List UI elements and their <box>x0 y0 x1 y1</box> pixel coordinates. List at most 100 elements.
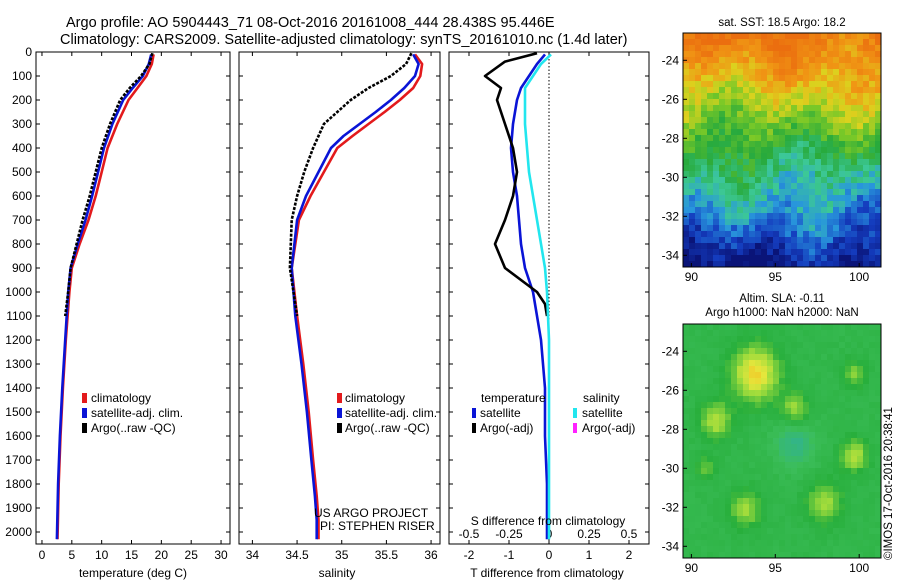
heatmap-cell <box>827 486 834 493</box>
heatmap-cell <box>707 63 714 70</box>
heatmap-cell <box>779 498 786 505</box>
heatmap-cell <box>833 111 840 118</box>
heatmap-cell <box>719 342 726 349</box>
heatmap-cell <box>773 93 780 100</box>
heatmap-cell <box>785 504 792 511</box>
heatmap-cell <box>839 390 846 397</box>
heatmap-cell <box>707 135 714 142</box>
heatmap-cell <box>851 219 858 226</box>
heatmap-cell <box>869 237 876 244</box>
heatmap-cell <box>857 396 864 403</box>
heatmap-cell <box>851 420 858 427</box>
heatmap-cell <box>809 456 816 463</box>
heatmap-cell <box>749 201 756 208</box>
heatmap-cell <box>755 87 762 94</box>
heatmap-cell <box>701 324 708 331</box>
heatmap-cell <box>845 195 852 202</box>
heatmap-cell <box>803 504 810 511</box>
heatmap-cell <box>791 39 798 46</box>
heatmap-cell <box>833 87 840 94</box>
heatmap-cell <box>857 426 864 433</box>
heatmap-cell <box>743 456 750 463</box>
heatmap-cell <box>743 498 750 505</box>
heatmap-cell <box>755 432 762 439</box>
heatmap-cell <box>863 348 870 355</box>
heatmap-cell <box>875 195 882 202</box>
heatmap-cell <box>845 69 852 76</box>
heatmap-cell <box>773 165 780 172</box>
heatmap-cell <box>707 141 714 148</box>
heatmap-cell <box>743 384 750 391</box>
heatmap-cell <box>875 237 882 244</box>
heatmap-cell <box>863 105 870 112</box>
heatmap-cell <box>869 147 876 154</box>
heatmap-cell <box>869 153 876 160</box>
heatmap-cell <box>869 390 876 397</box>
heatmap-cell <box>785 462 792 469</box>
heatmap-cell <box>773 480 780 487</box>
heatmap-cell <box>875 201 882 208</box>
heatmap-cell <box>851 93 858 100</box>
heatmap-cell <box>755 474 762 481</box>
heatmap-cell <box>869 372 876 379</box>
heatmap-cell <box>707 189 714 196</box>
heatmap-cell <box>713 219 720 226</box>
x-tick-label: 0 <box>546 548 553 562</box>
heatmap-cell <box>803 69 810 76</box>
heatmap-cell <box>683 147 690 154</box>
heatmap-cell <box>815 105 822 112</box>
heatmap-cell <box>779 81 786 88</box>
heatmap-cell <box>695 75 702 82</box>
heatmap-cell <box>815 438 822 445</box>
heatmap-cell <box>683 117 690 124</box>
heatmap-cell <box>815 324 822 331</box>
heatmap-cell <box>701 135 708 142</box>
heatmap-cell <box>767 87 774 94</box>
heatmap-cell <box>761 390 768 397</box>
heatmap-cell <box>767 231 774 238</box>
heatmap-cell <box>839 99 846 106</box>
heatmap-cell <box>707 213 714 220</box>
heatmap-cell <box>695 147 702 154</box>
heatmap-cell <box>875 63 882 70</box>
heatmap-cell <box>791 105 798 112</box>
heatmap-cell <box>785 261 792 268</box>
heatmap-cell <box>821 492 828 499</box>
heatmap-cell <box>869 261 876 268</box>
heatmap-cell <box>707 480 714 487</box>
heatmap-cell <box>785 510 792 517</box>
heatmap-cell <box>821 93 828 100</box>
heatmap-cell <box>809 171 816 178</box>
heatmap-cell <box>827 165 834 172</box>
heatmap-cell <box>731 111 738 118</box>
heatmap-cell <box>863 408 870 415</box>
x-top-tick-label: -0.25 <box>495 527 523 541</box>
heatmap-cell <box>863 99 870 106</box>
heatmap-cell <box>845 207 852 214</box>
heatmap-cell <box>875 372 882 379</box>
x-tick-label: 15 <box>125 548 139 562</box>
heatmap-cell <box>785 522 792 529</box>
heatmap-cell <box>869 450 876 457</box>
heatmap-cell <box>707 540 714 547</box>
heatmap-cell <box>857 189 864 196</box>
heatmap-cell <box>779 522 786 529</box>
heatmap-cell <box>767 123 774 130</box>
heatmap-cell <box>755 516 762 523</box>
heatmap-cell <box>809 243 816 250</box>
heatmap-cell <box>809 237 816 244</box>
heatmap-cell <box>833 420 840 427</box>
map-y-tick-label: -30 <box>662 170 680 184</box>
heatmap-cell <box>737 444 744 451</box>
heatmap-cell <box>713 99 720 106</box>
heatmap-cell <box>863 378 870 385</box>
legend-swatch-climatology <box>82 393 87 403</box>
heatmap-cell <box>773 243 780 250</box>
heatmap-cell <box>719 330 726 337</box>
heatmap-cell <box>827 462 834 469</box>
heatmap-cell <box>815 165 822 172</box>
heatmap-cell <box>803 63 810 70</box>
heatmap-cell <box>875 153 882 160</box>
heatmap-cell <box>749 492 756 499</box>
heatmap-cell <box>773 504 780 511</box>
